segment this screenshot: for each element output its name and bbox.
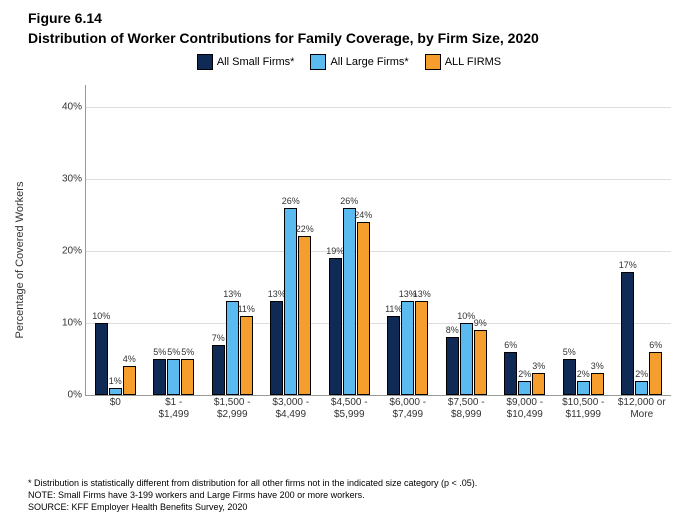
bar [343, 208, 356, 395]
legend-swatch [425, 54, 441, 70]
bar-value-label: 26% [276, 196, 306, 206]
bar [635, 381, 648, 395]
footnote-significance: * Distribution is statistically differen… [28, 477, 477, 489]
bar [167, 359, 180, 395]
x-tick-label: $3,000 -$4,499 [261, 397, 321, 420]
footnote-note: NOTE: Small Firms have 3-199 workers and… [28, 489, 477, 501]
bar-value-label: 6% [641, 340, 671, 350]
bar [577, 381, 590, 395]
bar-value-label: 5% [173, 347, 203, 357]
legend-item: All Small Firms* [197, 54, 295, 70]
bar-value-label: 10% [86, 311, 116, 321]
bar-value-label: 4% [114, 354, 144, 364]
legend-item: ALL FIRMS [425, 54, 501, 70]
bar-value-label: 22% [290, 224, 320, 234]
bar [591, 373, 604, 395]
bar-value-label: 17% [613, 260, 643, 270]
bar [401, 301, 414, 395]
bar [532, 373, 545, 395]
grid-line [86, 251, 671, 252]
bar [123, 366, 136, 395]
legend-label: All Large Firms* [330, 56, 408, 68]
x-tick-label: $12,000 orMore [612, 397, 672, 420]
bar [460, 323, 473, 395]
bar [518, 381, 531, 395]
bar [212, 345, 225, 395]
grid-line [86, 179, 671, 180]
y-tick-label: 40% [44, 101, 86, 112]
bar [270, 301, 283, 395]
chart-area: Percentage of Covered Workers 0%10%20%30… [60, 85, 670, 435]
bar [226, 301, 239, 395]
bar-value-label: 3% [524, 361, 554, 371]
bar [240, 316, 253, 395]
bar [298, 236, 311, 395]
bar-value-label: 11% [231, 304, 261, 314]
bar [446, 337, 459, 395]
bar [109, 388, 122, 395]
grid-line [86, 323, 671, 324]
footnote-source: SOURCE: KFF Employer Health Benefits Sur… [28, 501, 477, 513]
x-tick-label: $4,500 -$5,999 [319, 397, 379, 420]
bar-value-label: 9% [465, 318, 495, 328]
figure-title: Distribution of Worker Contributions for… [28, 30, 539, 46]
bar-value-label: 13% [407, 289, 437, 299]
bar [415, 301, 428, 395]
bar [387, 316, 400, 395]
bar [329, 258, 342, 395]
figure-number: Figure 6.14 [28, 10, 102, 26]
legend-item: All Large Firms* [310, 54, 408, 70]
x-tick-label: $1,500 -$2,999 [202, 397, 262, 420]
bar [357, 222, 370, 395]
x-tick-label: $7,500 -$8,999 [436, 397, 496, 420]
legend-label: ALL FIRMS [445, 56, 501, 68]
footnotes: * Distribution is statistically differen… [28, 477, 477, 513]
bar-value-label: 5% [554, 347, 584, 357]
legend-swatch [197, 54, 213, 70]
bar [181, 359, 194, 395]
bar-value-label: 13% [217, 289, 247, 299]
y-axis-title: Percentage of Covered Workers [14, 182, 26, 339]
grid-line [86, 107, 671, 108]
bar-value-label: 6% [496, 340, 526, 350]
bar-value-label: 3% [582, 361, 612, 371]
legend: All Small Firms* All Large Firms* ALL FIRM… [0, 54, 698, 70]
x-tick-label: $9,000 -$10,499 [495, 397, 555, 420]
x-tick-label: $10,500 -$11,999 [553, 397, 613, 420]
legend-label: All Small Firms* [217, 56, 295, 68]
y-tick-label: 10% [44, 317, 86, 328]
x-tick-label: $0 [85, 397, 145, 409]
bar [474, 330, 487, 395]
bar [153, 359, 166, 395]
chart-page: Figure 6.14 Distribution of Worker Contr… [0, 0, 698, 525]
bar-value-label: 24% [348, 210, 378, 220]
plot-area: 0%10%20%30%40%10%1%4%$05%5%5%$1 -$1,4997… [85, 85, 671, 396]
y-tick-label: 20% [44, 245, 86, 256]
x-tick-label: $1 -$1,499 [144, 397, 204, 420]
bar [649, 352, 662, 395]
y-tick-label: 0% [44, 390, 86, 401]
legend-swatch [310, 54, 326, 70]
y-tick-label: 30% [44, 173, 86, 184]
x-tick-label: $6,000 -$7,499 [378, 397, 438, 420]
bar-value-label: 26% [334, 196, 364, 206]
bar [284, 208, 297, 395]
